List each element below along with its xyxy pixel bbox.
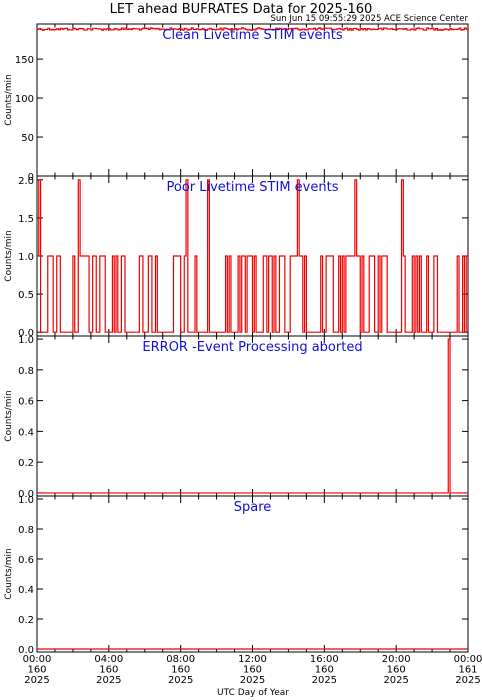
y-tick-label: 0.0 [18,328,34,339]
x-axis-label: UTC Day of Year [217,688,289,698]
y-tick-label: 1.0 [18,335,34,346]
panel-title: ERROR -Event Processing aborted [142,340,362,355]
series-line [37,338,468,494]
y-tick-label: 50 [21,133,34,144]
x-tick-year: 2025 [24,675,49,686]
y-axis-label: Counts/min [4,74,14,125]
panel-title: Spare [234,500,272,515]
y-tick-label: 2.0 [18,176,34,187]
y-tick-label: 0.4 [18,427,34,438]
x-tick-year: 2025 [383,675,408,686]
y-tick-label: 1.0 [18,495,34,506]
y-tick-label: 0.2 [18,615,34,626]
y-tick-label: 0.0 [18,489,34,500]
y-tick-label: 1.5 [18,214,34,225]
y-tick-label: 1.0 [18,252,34,263]
x-tick-time: 04:00 [94,654,123,665]
x-tick-doy: 160 [171,665,190,676]
y-tick-label: 0.6 [18,555,34,566]
panel-frame [36,495,469,653]
series-line [37,179,468,333]
x-tick-year: 2025 [168,675,193,686]
x-axis: 00:00160202504:00160202508:00160202512:0… [23,654,482,686]
y-axis-label: Counts/min [4,230,14,281]
panel-title: Clean Livetime STIM events [162,28,342,43]
x-tick-time: 20:00 [382,654,411,665]
x-tick-doy: 161 [458,665,477,676]
y-tick-label: 150 [15,55,34,66]
x-tick-doy: 160 [315,665,334,676]
x-tick-doy: 160 [243,665,262,676]
chart-title: LET ahead BUFRATES Data for 2025-160 [110,2,373,17]
timestamp-label: Sun Jun 15 09:55:29 2025 ACE Science Cen… [270,14,468,24]
x-tick-year: 2025 [455,675,480,686]
panel-title: Poor Livetime STIM events [167,180,339,195]
x-tick-time: 16:00 [310,654,339,665]
panel-3: 0.0 0.2 0.4 0.6 0.8 1.0 ERROR -Event Processin… [4,335,469,500]
x-tick-time: 08:00 [166,654,195,665]
panel-frame [36,335,469,497]
x-tick-doy: 160 [27,665,46,676]
y-tick-label: 0.6 [18,397,34,408]
x-tick-doy: 160 [99,665,118,676]
x-tick-time: 00:00 [23,654,52,665]
x-tick-doy: 160 [387,665,406,676]
y-axis-label: Counts/min [4,390,14,441]
y-tick-label: 0 [28,172,34,183]
x-tick-year: 2025 [240,675,265,686]
y-tick-label: 0.8 [18,525,34,536]
y-tick-label: 0.2 [18,458,34,469]
chart-panels: 0 50 100 150 Clean Livetime STIM events Count… [4,23,469,656]
panel-frame [36,23,469,177]
panel-2: 0.0 0.5 1.0 1.5 2.0 Poor Livetime STIM events… [4,175,469,339]
y-tick-label: 0.8 [18,366,34,377]
y-tick-label: 0.0 [18,645,34,656]
x-tick-time: 12:00 [238,654,267,665]
y-tick-label: 0.4 [18,585,34,596]
y-tick-label: 0.5 [18,290,34,301]
x-tick-time: 00:00 [454,654,482,665]
x-tick-year: 2025 [312,675,337,686]
panel-4: 0.0 0.2 0.4 0.6 0.8 1.0 Spare Counts/min [4,495,469,656]
x-tick-year: 2025 [96,675,121,686]
series-line [37,27,468,31]
panel-1: 0 50 100 150 Clean Livetime STIM events Count… [4,23,469,183]
y-axis-label: Counts/min [4,548,14,599]
y-tick-label: 100 [15,94,34,105]
